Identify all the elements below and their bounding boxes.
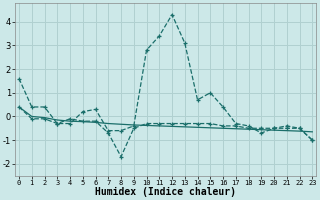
X-axis label: Humidex (Indice chaleur): Humidex (Indice chaleur) [95, 187, 236, 197]
